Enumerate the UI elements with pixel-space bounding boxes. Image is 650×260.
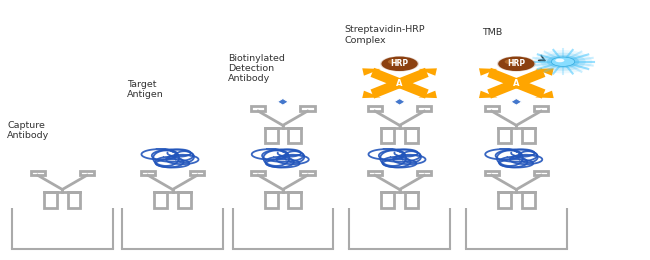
Polygon shape xyxy=(535,68,554,76)
Text: TMB: TMB xyxy=(482,28,502,37)
Circle shape xyxy=(388,59,401,64)
Text: A: A xyxy=(396,79,403,88)
Text: HRP: HRP xyxy=(391,59,409,68)
Polygon shape xyxy=(362,68,381,76)
Circle shape xyxy=(551,57,575,66)
Polygon shape xyxy=(535,91,554,98)
Polygon shape xyxy=(394,99,405,105)
Text: Target
Antigen: Target Antigen xyxy=(127,80,164,99)
Polygon shape xyxy=(419,91,437,98)
Circle shape xyxy=(540,53,586,71)
Circle shape xyxy=(504,59,517,64)
Polygon shape xyxy=(479,91,497,98)
Circle shape xyxy=(380,56,419,72)
Polygon shape xyxy=(479,68,497,76)
Text: Streptavidin-HRP
Complex: Streptavidin-HRP Complex xyxy=(344,25,425,45)
Polygon shape xyxy=(362,91,381,98)
Text: A: A xyxy=(513,79,519,88)
Text: HRP: HRP xyxy=(507,59,525,68)
Polygon shape xyxy=(419,68,437,76)
Circle shape xyxy=(534,50,592,73)
Text: Biotinylated
Detection
Antibody: Biotinylated Detection Antibody xyxy=(227,54,285,83)
Circle shape xyxy=(382,57,418,71)
Circle shape xyxy=(498,57,534,71)
Circle shape xyxy=(497,56,536,72)
Polygon shape xyxy=(278,99,289,105)
Circle shape xyxy=(555,58,564,62)
Polygon shape xyxy=(511,99,522,105)
Circle shape xyxy=(503,78,529,88)
Text: Capture
Antibody: Capture Antibody xyxy=(7,121,49,140)
Circle shape xyxy=(547,55,579,68)
Circle shape xyxy=(387,78,413,88)
